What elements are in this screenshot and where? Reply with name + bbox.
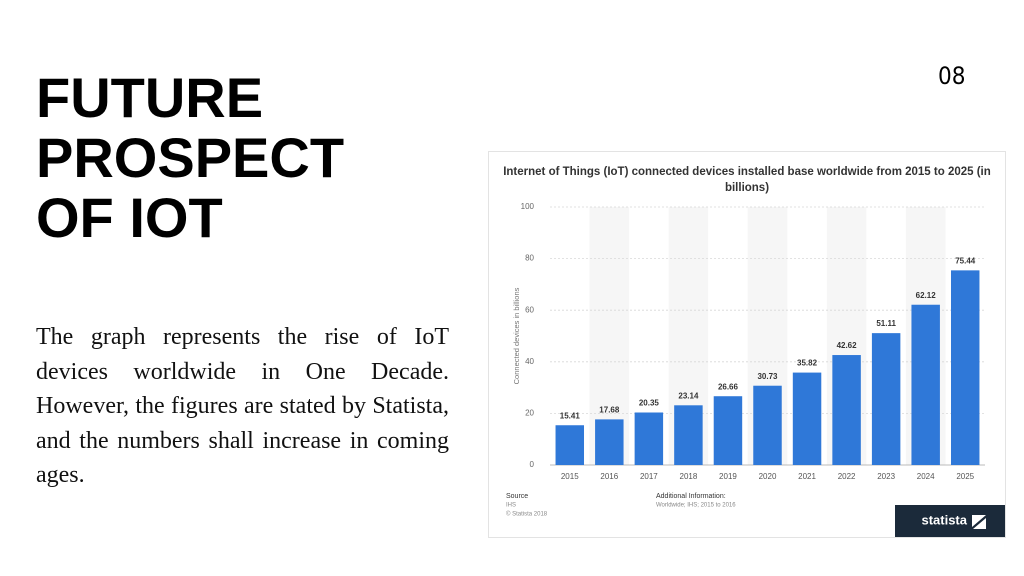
bar [911,304,940,465]
bar [634,412,664,465]
bar [871,333,901,465]
chart-title: Internet of Things (IoT) connected devic… [503,166,991,194]
value-label: 17.68 [599,405,620,414]
bar [713,396,743,465]
y-tick-label: 60 [525,305,534,314]
value-label: 35.82 [797,359,818,368]
y-tick-label: 100 [521,202,535,211]
bar [753,385,782,465]
chart: 0 20 40 60 80 100 Connected devices in billion… [506,202,1005,537]
value-label: 62.12 [916,291,937,300]
value-label: 20.35 [639,399,660,408]
value-label: 51.11 [876,319,896,328]
x-tick-label: 2019 [719,472,737,481]
additional-label: Additional Information: [656,493,726,500]
source: IHS [506,503,516,509]
y-axis-label: Connected devices in billions [512,287,521,384]
x-tick-label: 2020 [759,472,777,481]
value-label: 23.14 [678,391,699,400]
slide-title: FUTURE PROSPECT OF IOT [36,66,345,249]
bar [595,419,624,465]
y-tick-label: 40 [525,357,534,366]
x-tick-label: 2016 [600,472,618,481]
x-tick-label: 2022 [838,472,856,481]
x-tick-label: 2015 [561,472,579,481]
x-tick-label: 2018 [680,472,698,481]
copyright: © Statista 2018 [506,511,548,518]
chart-image: 0 20 40 60 80 100 Connected devices in billion… [489,152,1005,537]
x-tick-label: 2021 [798,472,816,481]
value-label: 75.44 [955,256,976,265]
y-tick-label: 0 [530,460,535,469]
brand-icon [972,515,986,529]
bar [832,355,861,465]
additional-info: Worldwide; IHS; 2015 to 2016 [656,503,736,509]
value-label: 26.66 [718,382,739,391]
bar [555,425,585,465]
bar [792,372,822,465]
value-label: 42.62 [837,341,858,350]
brand-band [895,505,1005,537]
y-tick-label: 20 [525,409,534,418]
x-tick-label: 2023 [877,472,895,481]
x-tick-label: 2024 [917,472,935,481]
x-tick-label: 2017 [640,472,658,481]
brand: statista [921,512,967,527]
source-label: Source [506,493,528,500]
value-label: 30.73 [757,372,778,381]
page-number: 08 [938,62,966,90]
x-tick-label: 2025 [956,472,974,481]
y-tick-label: 80 [525,254,534,263]
value-label: 15.41 [560,411,581,420]
bar [950,270,980,465]
bar [674,405,703,465]
body-text: The graph represents the rise of IoT dev… [36,324,449,488]
